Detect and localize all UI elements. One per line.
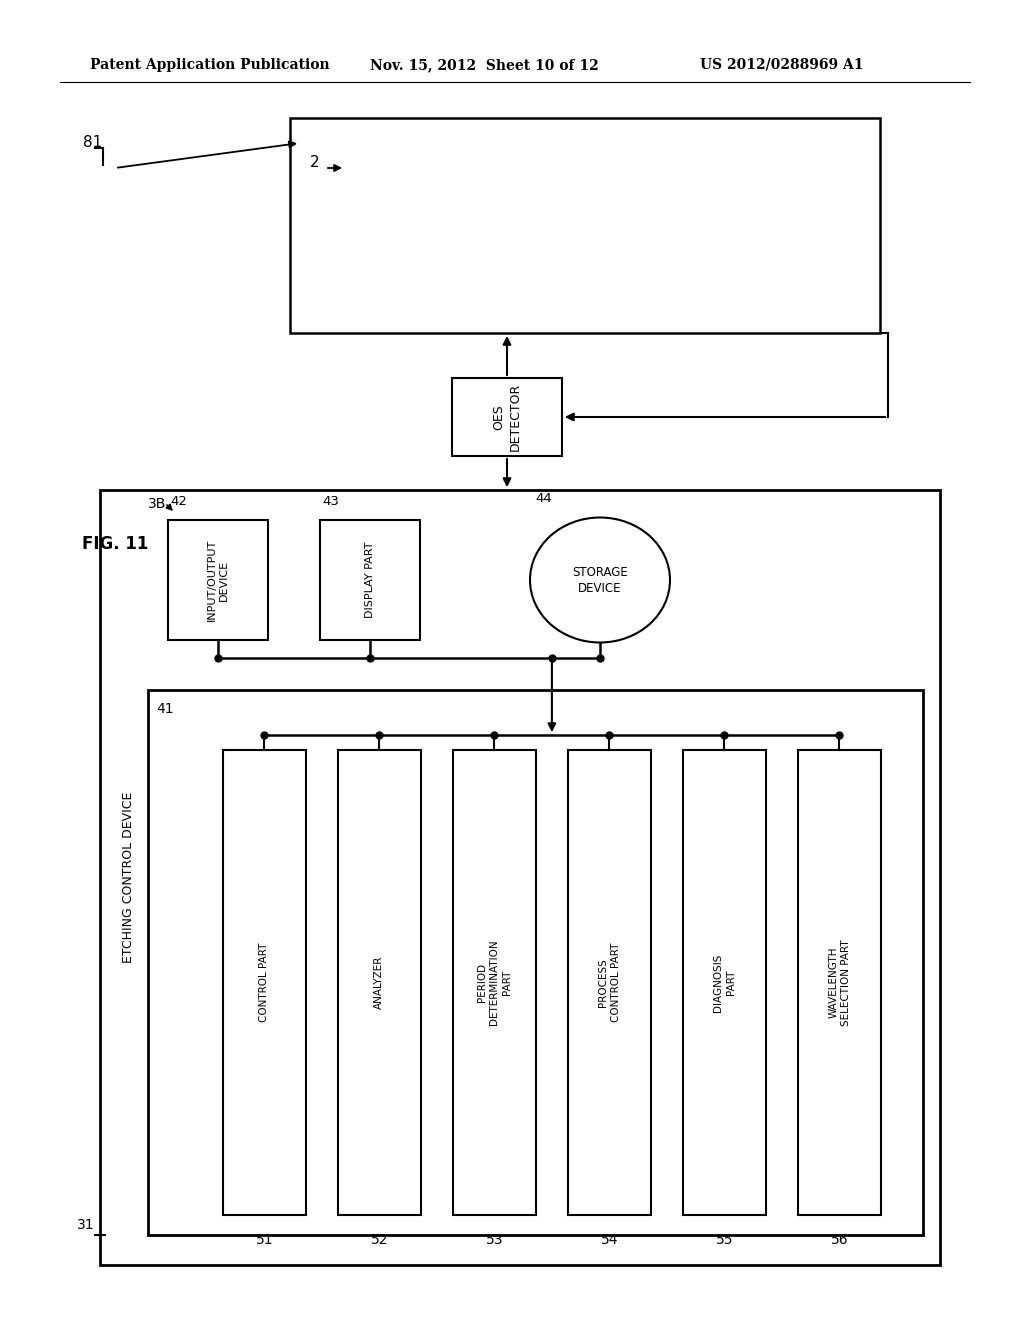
Text: 2: 2 <box>310 154 319 170</box>
Text: FIG. 11: FIG. 11 <box>82 535 148 553</box>
Text: 55: 55 <box>716 1233 733 1247</box>
Text: STORAGE
DEVICE: STORAGE DEVICE <box>572 565 628 594</box>
Text: WAVELENGTH
SELECTION PART: WAVELENGTH SELECTION PART <box>828 940 851 1026</box>
Text: PERIOD
DETERMINATION
PART: PERIOD DETERMINATION PART <box>477 940 512 1026</box>
Bar <box>223 750 306 1214</box>
Text: 44: 44 <box>535 492 552 506</box>
Text: Patent Application Publication: Patent Application Publication <box>90 58 330 73</box>
Bar <box>319 520 420 640</box>
Bar <box>338 750 421 1214</box>
Text: 31: 31 <box>78 1218 95 1232</box>
Text: US 2012/0288969 A1: US 2012/0288969 A1 <box>700 58 863 73</box>
Bar <box>452 378 562 455</box>
Text: DIAGNOSIS
PART: DIAGNOSIS PART <box>713 953 735 1011</box>
Text: DISPLAY PART: DISPLAY PART <box>365 541 375 618</box>
Text: 54: 54 <box>601 1233 618 1247</box>
Bar <box>100 490 940 1265</box>
Bar <box>290 117 880 333</box>
Text: OES
DETECTOR: OES DETECTOR <box>493 383 521 451</box>
Text: 52: 52 <box>371 1233 388 1247</box>
Bar <box>453 750 536 1214</box>
Text: 56: 56 <box>830 1233 848 1247</box>
Text: 41: 41 <box>156 702 174 715</box>
Text: CONTROL PART: CONTROL PART <box>259 942 269 1022</box>
Text: ANALYZER: ANALYZER <box>375 956 384 1010</box>
Bar <box>148 690 923 1236</box>
Text: 43: 43 <box>322 495 339 508</box>
Bar <box>683 750 766 1214</box>
Text: 81: 81 <box>83 135 102 150</box>
Text: 51: 51 <box>256 1233 273 1247</box>
Text: 3B: 3B <box>148 498 166 511</box>
Text: PROCESS
CONTROL PART: PROCESS CONTROL PART <box>598 942 621 1022</box>
Bar <box>168 520 268 640</box>
Ellipse shape <box>530 517 670 643</box>
Bar <box>568 750 651 1214</box>
Text: 42: 42 <box>170 495 186 508</box>
Text: INPUT/OUTPUT
DEVICE: INPUT/OUTPUT DEVICE <box>207 539 229 622</box>
Text: Nov. 15, 2012  Sheet 10 of 12: Nov. 15, 2012 Sheet 10 of 12 <box>370 58 599 73</box>
Text: ETCHING CONTROL DEVICE: ETCHING CONTROL DEVICE <box>122 792 134 964</box>
Text: 53: 53 <box>485 1233 503 1247</box>
Bar <box>798 750 881 1214</box>
